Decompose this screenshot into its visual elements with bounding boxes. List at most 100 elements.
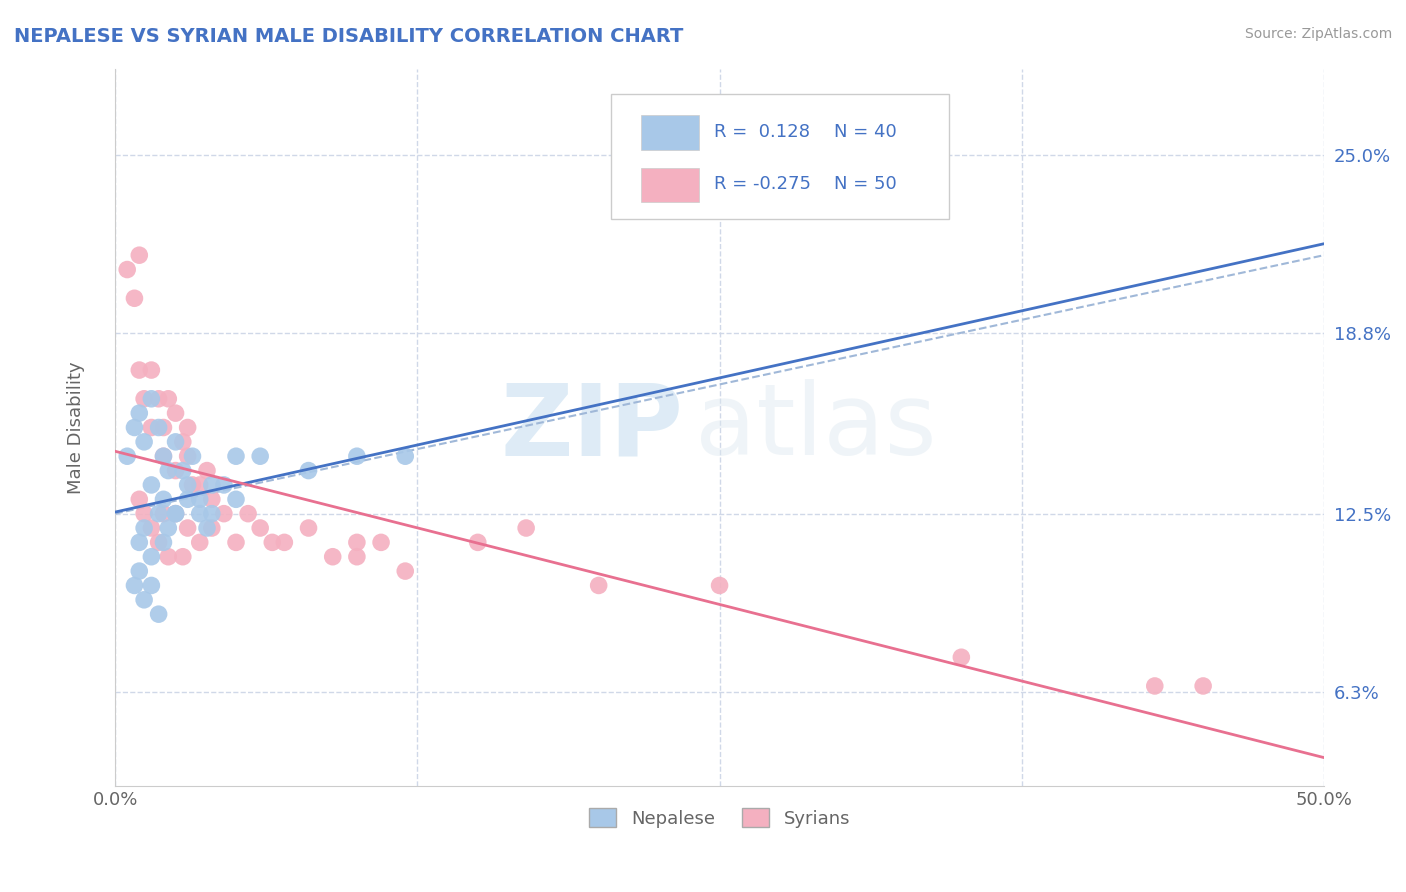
- FancyBboxPatch shape: [641, 168, 699, 202]
- Point: [165, 507, 187, 521]
- Point: [141, 578, 163, 592]
- Point: [157, 521, 180, 535]
- Point: [394, 564, 416, 578]
- Point: [1192, 679, 1215, 693]
- Point: [212, 507, 235, 521]
- Point: [148, 420, 170, 434]
- Point: [176, 492, 198, 507]
- Point: [709, 578, 731, 592]
- Point: [188, 478, 211, 492]
- Point: [157, 549, 180, 564]
- Point: [134, 592, 156, 607]
- Point: [262, 535, 284, 549]
- Point: [950, 650, 973, 665]
- Legend: Nepalese, Syrians: Nepalese, Syrians: [582, 801, 858, 835]
- Point: [152, 420, 174, 434]
- Point: [201, 507, 224, 521]
- Point: [128, 492, 150, 507]
- Point: [124, 291, 146, 305]
- Point: [346, 449, 368, 463]
- Point: [346, 549, 368, 564]
- Point: [152, 535, 174, 549]
- Point: [236, 507, 259, 521]
- Point: [297, 521, 319, 535]
- Point: [212, 478, 235, 492]
- Point: [249, 521, 271, 535]
- Point: [467, 535, 489, 549]
- Point: [157, 464, 180, 478]
- Point: [134, 434, 156, 449]
- Point: [124, 578, 146, 592]
- Point: [201, 492, 224, 507]
- Point: [188, 535, 211, 549]
- Point: [152, 492, 174, 507]
- Point: [249, 449, 271, 463]
- Point: [148, 535, 170, 549]
- Point: [134, 507, 156, 521]
- FancyBboxPatch shape: [641, 115, 699, 150]
- Point: [128, 535, 150, 549]
- Point: [225, 535, 247, 549]
- Point: [134, 392, 156, 406]
- Point: [165, 464, 187, 478]
- Point: [115, 449, 138, 463]
- Point: [195, 464, 218, 478]
- Point: [370, 535, 392, 549]
- Text: ZIP: ZIP: [501, 379, 683, 476]
- Point: [148, 507, 170, 521]
- Text: R =  0.128: R = 0.128: [713, 123, 810, 141]
- Text: N = 40: N = 40: [834, 123, 897, 141]
- Point: [128, 406, 150, 420]
- Point: [201, 478, 224, 492]
- Point: [134, 521, 156, 535]
- Point: [588, 578, 610, 592]
- Point: [141, 521, 163, 535]
- Point: [141, 549, 163, 564]
- FancyBboxPatch shape: [610, 94, 949, 219]
- Point: [128, 363, 150, 377]
- Text: NEPALESE VS SYRIAN MALE DISABILITY CORRELATION CHART: NEPALESE VS SYRIAN MALE DISABILITY CORRE…: [14, 27, 683, 45]
- Point: [394, 449, 416, 463]
- Text: Male Disability: Male Disability: [67, 361, 86, 494]
- Text: R = -0.275: R = -0.275: [713, 176, 810, 194]
- Point: [176, 449, 198, 463]
- Point: [128, 248, 150, 262]
- Point: [115, 262, 138, 277]
- Point: [152, 449, 174, 463]
- Point: [165, 406, 187, 420]
- Point: [225, 492, 247, 507]
- Text: Source: ZipAtlas.com: Source: ZipAtlas.com: [1244, 27, 1392, 41]
- Point: [176, 420, 198, 434]
- Point: [176, 521, 198, 535]
- Point: [346, 535, 368, 549]
- Point: [322, 549, 344, 564]
- Point: [165, 434, 187, 449]
- Point: [165, 507, 187, 521]
- Point: [181, 478, 204, 492]
- Point: [273, 535, 295, 549]
- Point: [141, 478, 163, 492]
- Text: atlas: atlas: [696, 379, 936, 476]
- Point: [148, 392, 170, 406]
- Point: [128, 564, 150, 578]
- Point: [195, 521, 218, 535]
- Point: [141, 392, 163, 406]
- Point: [176, 478, 198, 492]
- Point: [172, 464, 194, 478]
- Point: [297, 464, 319, 478]
- Point: [141, 363, 163, 377]
- Point: [165, 507, 187, 521]
- Point: [141, 420, 163, 434]
- Text: N = 50: N = 50: [834, 176, 897, 194]
- Point: [1143, 679, 1166, 693]
- Point: [172, 434, 194, 449]
- Point: [172, 549, 194, 564]
- Point: [148, 607, 170, 622]
- Point: [124, 420, 146, 434]
- Point: [225, 449, 247, 463]
- Point: [515, 521, 537, 535]
- Point: [201, 521, 224, 535]
- Point: [181, 449, 204, 463]
- Point: [152, 449, 174, 463]
- Point: [188, 492, 211, 507]
